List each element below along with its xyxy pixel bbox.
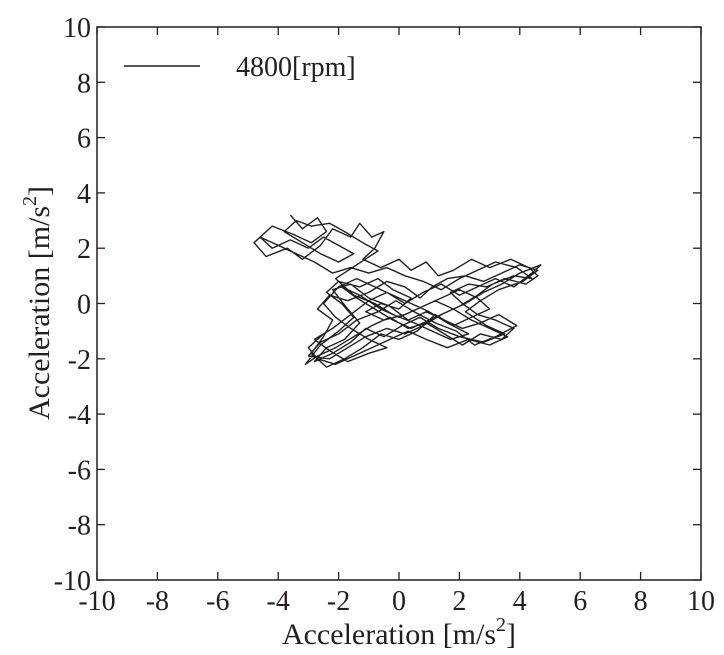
y-tick-label-0: -10 bbox=[54, 566, 91, 597]
plot-frame bbox=[96, 26, 702, 581]
legend-label-4800rpm: 4800[rpm] bbox=[236, 52, 356, 83]
y-tick-label-7: 4 bbox=[77, 179, 91, 210]
x-tick-label-7: 4 bbox=[513, 586, 527, 617]
y-tick-label-9: 8 bbox=[77, 68, 91, 99]
x-tick-label-3: -4 bbox=[267, 586, 290, 617]
x-tick-label-2: -6 bbox=[206, 586, 229, 617]
x-tick-label-5: 0 bbox=[392, 586, 406, 617]
y-axis-ticks bbox=[97, 26, 701, 581]
x-tick-label-1: -8 bbox=[146, 586, 169, 617]
y-tick-label-2: -6 bbox=[68, 455, 91, 486]
x-tick-label-10: 10 bbox=[687, 586, 715, 617]
y-tick-label-1: -8 bbox=[68, 511, 91, 542]
x-tick-label-0: -10 bbox=[78, 586, 115, 617]
y-tick-label-5: 0 bbox=[77, 290, 91, 321]
y-tick-label-3: -4 bbox=[68, 400, 91, 431]
x-tick-label-8: 6 bbox=[573, 586, 587, 617]
y-axis-tick-labels: -10 -8 -6 -4 -2 0 2 4 6 8 10 bbox=[54, 13, 91, 597]
y-tick-label-10: 10 bbox=[63, 13, 91, 44]
y-axis-label: Acceleration [m/s2] bbox=[19, 186, 56, 420]
x-tick-label-9: 8 bbox=[634, 586, 648, 617]
x-tick-label-4: -2 bbox=[327, 586, 350, 617]
y-tick-label-8: 6 bbox=[77, 124, 91, 155]
y-tick-label-4: -2 bbox=[68, 345, 91, 376]
y-tick-label-6: 2 bbox=[77, 234, 91, 265]
x-axis-tick-labels: -10 -8 -6 -4 -2 0 2 4 6 8 10 bbox=[78, 586, 715, 617]
series-line-4800rpm bbox=[253, 214, 542, 368]
x-axis-ticks bbox=[96, 27, 702, 580]
x-axis-label: Acceleration [m/s2] bbox=[282, 614, 516, 651]
legend: 4800[rpm] bbox=[124, 52, 356, 83]
x-tick-label-6: 2 bbox=[452, 586, 466, 617]
plot-area bbox=[253, 214, 542, 368]
